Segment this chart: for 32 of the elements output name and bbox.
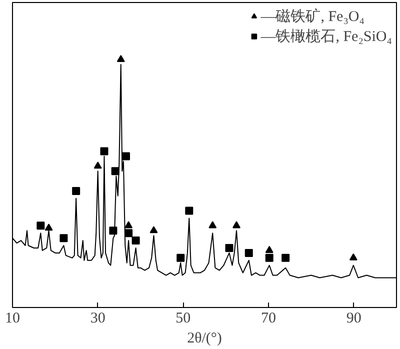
point (60, 234, 68, 242)
point (124, 229, 133, 238)
point (132, 236, 140, 245)
point (265, 246, 274, 253)
point (44, 224, 53, 231)
point (124, 221, 133, 228)
point (244, 248, 253, 257)
x-tick-label: 90 (346, 310, 362, 326)
point (225, 244, 234, 252)
point (100, 147, 108, 156)
legend-label: —磁铁矿, Fe₃O₄ (260, 7, 364, 26)
x-tick-label: 50 (176, 310, 191, 326)
point (109, 226, 118, 235)
point (185, 206, 194, 215)
point (94, 162, 102, 169)
legend-label: —铁橄榄石, Fe₂SiO₄ (260, 28, 392, 46)
x-tick-label: 10 (5, 310, 20, 326)
x-tick-label: 70 (261, 310, 276, 326)
x-tick-label: 30 (90, 310, 106, 326)
x-axis-title: 2θ/(°) (187, 330, 222, 346)
point (36, 222, 45, 230)
point (232, 221, 240, 228)
point (111, 167, 120, 176)
point (265, 254, 274, 262)
point (349, 253, 358, 260)
point (116, 54, 125, 62)
point (150, 226, 158, 234)
point (282, 254, 290, 262)
point (208, 221, 217, 228)
point (176, 254, 185, 262)
point (122, 152, 130, 160)
point (72, 186, 80, 195)
